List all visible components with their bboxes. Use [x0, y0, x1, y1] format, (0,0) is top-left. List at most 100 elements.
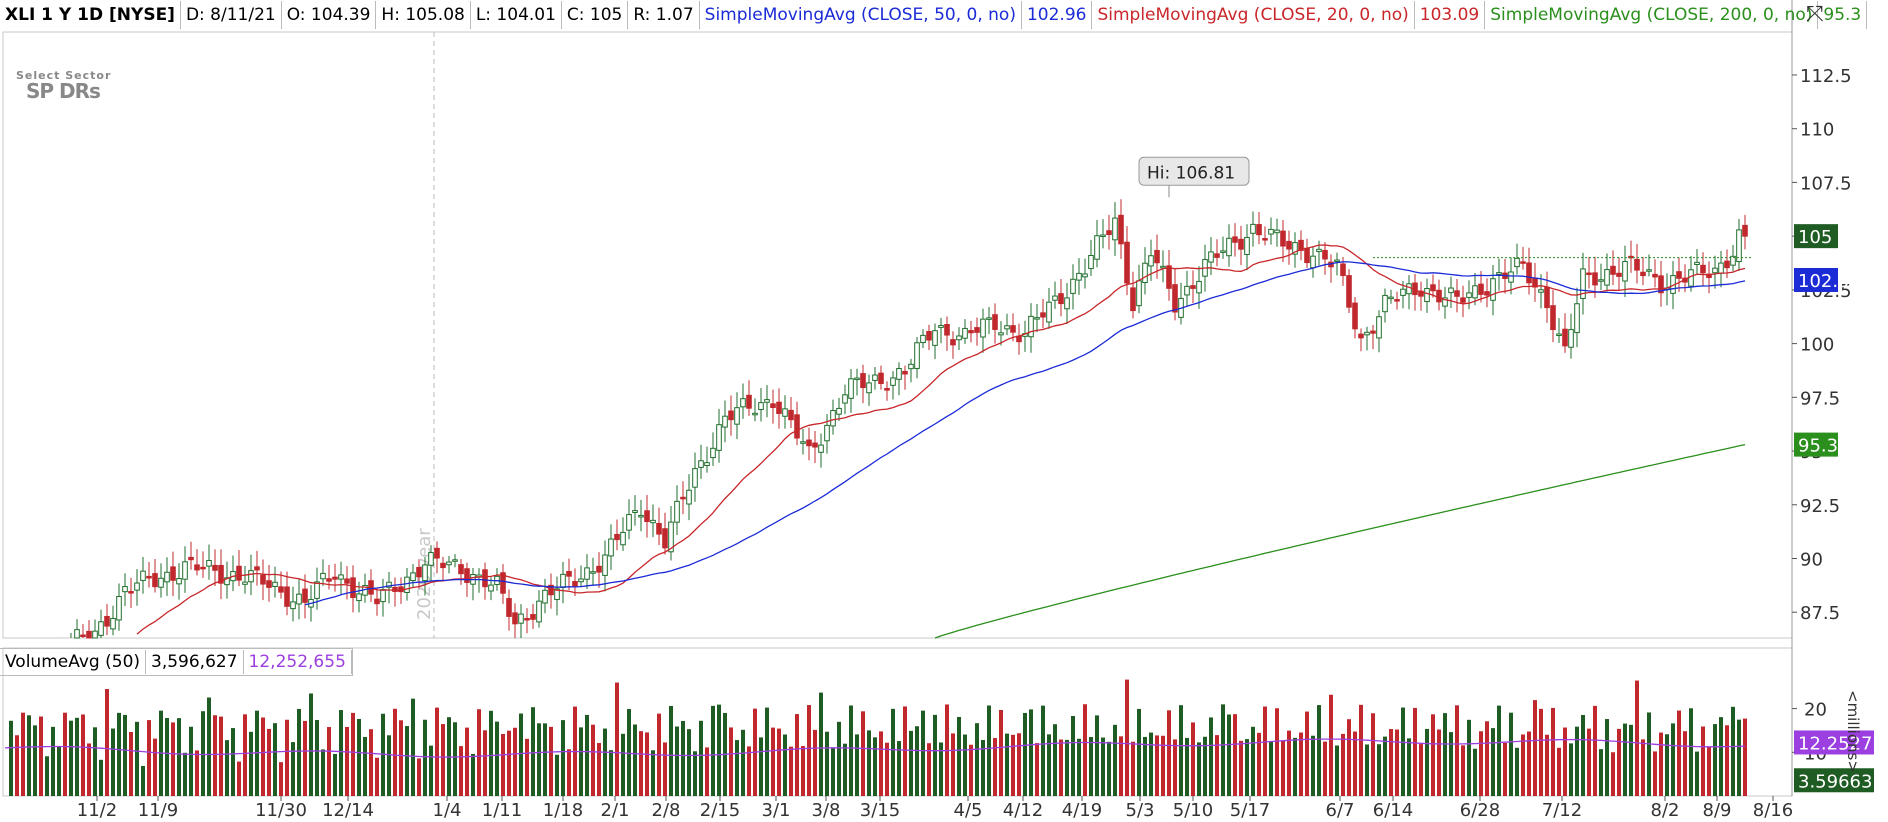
- volume-bar: [843, 743, 847, 796]
- volume-bar: [381, 713, 385, 796]
- candle-body: [1736, 229, 1742, 263]
- candle-body: [1526, 262, 1532, 284]
- volume-bar: [405, 726, 409, 796]
- volume-bar: [717, 704, 721, 796]
- candle-body: [926, 331, 932, 341]
- candle-body: [1364, 331, 1370, 336]
- volume-study-label[interactable]: VolumeAvg (50): [0, 650, 147, 674]
- volume-bar: [1035, 743, 1039, 796]
- candle-body: [620, 531, 626, 546]
- x-tick-label: 11/9: [138, 800, 178, 821]
- sma50-study-label[interactable]: SimpleMovingAvg (CLOSE, 50, 0, no): [700, 1, 1022, 29]
- candle-body: [1688, 269, 1694, 287]
- volume-bar: [501, 733, 505, 796]
- candle-body: [1196, 280, 1202, 294]
- candle-body: [152, 573, 158, 588]
- volume-bar: [1605, 719, 1609, 796]
- drawing-tools-icon[interactable]: ⤧: [1806, 2, 1824, 27]
- volume-bar: [1101, 737, 1105, 796]
- candle-body: [1430, 284, 1436, 292]
- volume-bar: [45, 756, 49, 796]
- volume-bar: [1479, 731, 1483, 796]
- volume-bar: [903, 706, 907, 796]
- volume-bar: [999, 709, 1003, 796]
- x-tick-label: 4/12: [1003, 800, 1043, 821]
- candle-body: [668, 521, 674, 553]
- volume-bar: [1635, 680, 1639, 796]
- candle-body: [1172, 284, 1178, 313]
- volume-bar: [765, 707, 769, 796]
- candle-body: [290, 601, 296, 610]
- volume-bar: [57, 746, 61, 796]
- volume-last-label: 3.59663: [1798, 771, 1872, 792]
- volume-bar: [1041, 705, 1045, 796]
- volume-bar: [813, 729, 817, 796]
- candle-body: [1448, 287, 1454, 294]
- candle-body: [140, 570, 146, 581]
- volume-bar: [567, 749, 571, 796]
- volume-bar: [987, 705, 991, 796]
- candle-body: [278, 586, 284, 593]
- volume-bar: [1437, 729, 1441, 796]
- date-readout: D: 8/11/21: [181, 1, 282, 29]
- volume-bar: [513, 727, 517, 796]
- candle-body: [1280, 230, 1286, 247]
- volume-bar: [207, 697, 211, 796]
- volume-bar: [1695, 751, 1699, 796]
- volume-bar: [687, 729, 691, 796]
- symbol-label[interactable]: XLI 1 Y 1D [NYSE]: [0, 1, 181, 29]
- candle-body: [104, 615, 110, 627]
- sma20-study-label[interactable]: SimpleMovingAvg (CLOSE, 20, 0, no): [1092, 1, 1415, 29]
- candle-body: [740, 398, 746, 408]
- candle-body: [956, 335, 962, 341]
- volume-bar: [231, 728, 235, 796]
- candle-body: [218, 564, 224, 584]
- candle-body: [920, 334, 926, 344]
- last-sma50-label: 102.96: [1798, 271, 1861, 292]
- candle-body: [182, 561, 188, 580]
- volume-bar: [1191, 722, 1195, 796]
- x-tick-label: 1/4: [433, 800, 462, 821]
- candle-body: [962, 327, 968, 339]
- volume-bar: [399, 720, 403, 796]
- volume-bar: [1113, 724, 1117, 796]
- volume-bar: [1059, 739, 1063, 796]
- candle-body: [716, 424, 722, 451]
- candle-body: [1124, 241, 1130, 284]
- candle-body: [836, 407, 842, 415]
- candle-body: [1262, 238, 1268, 241]
- volume-bar: [543, 723, 547, 796]
- candle-body: [902, 370, 908, 375]
- sma20-study-value: 103.09: [1415, 1, 1486, 29]
- candle-body: [788, 409, 794, 421]
- candle-body: [422, 564, 428, 582]
- x-tick-label: 1/11: [482, 800, 522, 821]
- volume-bar: [1521, 734, 1525, 796]
- volume-bar: [885, 742, 889, 796]
- volume-bar: [375, 757, 379, 796]
- candle-body: [908, 363, 914, 370]
- volume-last-label-bg: [1794, 768, 1874, 793]
- candle-body: [428, 552, 434, 566]
- high-callout-box: [1138, 156, 1250, 186]
- candle-body: [1034, 317, 1040, 320]
- candle-body: [1592, 272, 1598, 286]
- candle-body: [590, 571, 596, 574]
- volume-bar: [519, 713, 523, 796]
- candle-body: [578, 578, 584, 583]
- volume-bar: [1413, 707, 1417, 796]
- last-sma50-label-bg: [1794, 267, 1838, 292]
- candle-body: [686, 489, 692, 505]
- candle-body: [212, 564, 218, 571]
- volume-bar: [33, 725, 37, 796]
- volume-bar: [1275, 708, 1279, 796]
- volume-bar: [531, 707, 535, 796]
- sma200-study-label[interactable]: SimpleMovingAvg (CLOSE, 200, 0, no): [1485, 1, 1819, 29]
- volume-bar: [135, 721, 139, 796]
- candle-body: [608, 538, 614, 557]
- candle-body: [974, 327, 980, 333]
- volume-bar: [1089, 737, 1093, 796]
- volume-bar: [1221, 704, 1225, 796]
- volume-bar: [111, 728, 115, 796]
- volume-bar: [429, 745, 433, 796]
